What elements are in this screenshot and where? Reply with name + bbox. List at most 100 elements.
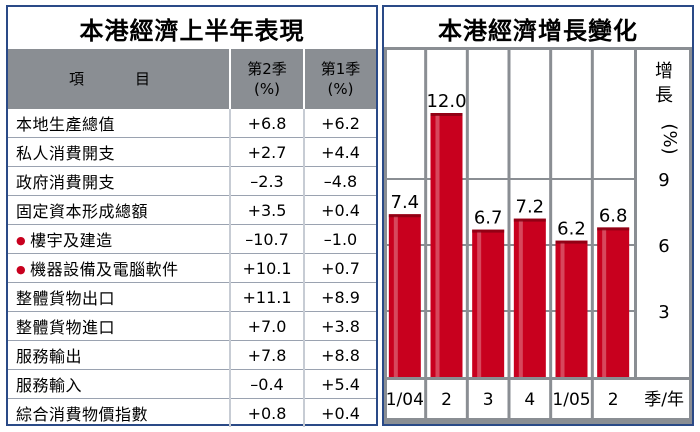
row-value-q2: +2.7	[230, 137, 305, 167]
bar	[555, 240, 588, 377]
x-tick-label: 3	[483, 390, 494, 410]
bar-highlight	[393, 216, 398, 377]
header-item: 項 目	[8, 49, 231, 109]
row-label-text: 整體貨物出口	[16, 289, 116, 308]
row-label: 整體貨物進口	[8, 311, 231, 341]
bar	[472, 229, 505, 377]
x-tick-label: 1/04	[386, 390, 424, 410]
row-label: ● 機器設備及電腦軟件	[8, 253, 231, 283]
row-value-q2: +7.0	[230, 311, 305, 341]
growth-chart-panel: 本港經濟增長變化 3 6 9 7.4 1/04 12.0 2 6.7 3 7.2 4 6.2 1/05 6…	[382, 5, 694, 426]
table-row: 服務輸出 +7.8 +8.8	[8, 340, 376, 370]
data-label: 12.0	[426, 91, 466, 112]
bar-highlight	[602, 229, 607, 377]
bar-top-edge	[597, 227, 630, 231]
row-value-q2: –2.3	[230, 166, 305, 196]
row-value-q2: +3.5	[230, 195, 305, 225]
header-q2: 第2季 (%)	[230, 49, 305, 109]
row-value-q2: +10.1	[230, 253, 305, 283]
bar	[430, 113, 463, 377]
row-value-q1: +0.7	[304, 253, 376, 283]
y-tick-label: 9	[658, 170, 669, 191]
table-title: 本港經濟上半年表現	[8, 7, 376, 49]
bar-highlight	[518, 220, 523, 377]
table-row: 整體貨物進口 +7.0 +3.8	[8, 311, 376, 341]
row-value-q2: –10.7	[230, 224, 305, 254]
row-label-text: 整體貨物進口	[16, 318, 116, 337]
bar	[388, 214, 421, 377]
chart-title: 本港經濟增長變化	[438, 16, 638, 45]
table-row: 本地生產總值 +6.8 +6.2	[8, 109, 376, 138]
bar-top-edge	[472, 229, 505, 233]
table-row: 整體貨物出口 +11.1 +8.9	[8, 282, 376, 312]
bar	[597, 227, 630, 377]
data-label: 7.4	[391, 192, 420, 213]
y-axis-label-unit: (%)	[659, 123, 680, 154]
x-axis-label: 季/年	[644, 390, 684, 410]
table-header-row: 項 目 第2季 (%) 第1季 (%)	[8, 49, 376, 109]
data-label: 6.7	[474, 208, 503, 229]
row-label-text: 私人消費開支	[16, 144, 116, 163]
row-value-q1: +0.4	[304, 195, 376, 225]
row-label: 服務輸出	[8, 340, 231, 370]
row-value-q1: +0.4	[321, 403, 360, 423]
row-label-text: 政府消費開支	[16, 173, 116, 192]
bar-highlight	[560, 242, 565, 377]
row-value-q2: +6.8	[230, 109, 305, 138]
row-value-q1: +5.4	[304, 369, 376, 399]
y-tick-label: 6	[658, 236, 669, 257]
y-tick-label: 3	[658, 302, 669, 323]
data-label: 6.2	[557, 219, 586, 240]
row-label-text: 固定資本形成總額	[16, 202, 149, 221]
row-value-q2: +7.8	[230, 340, 305, 370]
table-body: 本地生產總值 +6.8 +6.2 私人消費開支 +2.7 +4.4 政府消費開支 –2.3 –4…	[8, 109, 376, 427]
row-value-q1: –4.8	[304, 166, 376, 196]
table-row: 固定資本形成總額 +3.5 +0.4	[8, 195, 376, 225]
bar-top-edge	[430, 113, 463, 116]
row-label: 服務輸入	[8, 369, 231, 399]
row-value-q2: –0.4	[230, 369, 305, 399]
bar-highlight	[477, 231, 482, 377]
data-label: 6.8	[599, 205, 628, 226]
row-value-q1: +8.9	[304, 282, 376, 312]
table-row: ● 機器設備及電腦軟件 +10.1 +0.7	[8, 253, 376, 283]
table-row: 綜合消費物價指數 +0.8 +0.4	[8, 398, 376, 427]
x-tick-label: 2	[608, 390, 619, 410]
y-axis-label-char: 長	[655, 85, 673, 106]
x-axis-strip	[387, 380, 689, 418]
x-tick-label: 2	[441, 390, 452, 410]
row-label: 綜合消費物價指數	[8, 398, 231, 427]
bar-top-edge	[555, 240, 588, 244]
table-row: 私人消費開支 +2.7 +4.4	[8, 137, 376, 167]
row-label: 本地生產總值	[8, 109, 231, 138]
bar-top-edge	[513, 218, 546, 222]
row-value-q1: +8.8	[304, 340, 376, 370]
economy-table: 項 目 第2季 (%) 第1季 (%) 本地生產總值 +6.8 +6.2 私人消費開支…	[8, 49, 376, 427]
row-label-text: 服務輸出	[16, 347, 83, 366]
bullet-icon: ●	[16, 234, 27, 247]
header-q2-text: 第2季 (%)	[247, 60, 287, 98]
bar-top-edge	[388, 214, 421, 218]
row-label: ● 樓宇及建造	[8, 224, 231, 254]
row-label-text: 本地生產總值	[16, 115, 116, 134]
y-axis-label-char: 增	[655, 61, 673, 82]
row-value-q1: +4.4	[304, 137, 376, 167]
row-value-q2: +0.8	[230, 398, 305, 427]
x-tick-label: 4	[524, 390, 535, 410]
row-label-text: 樓宇及建造	[30, 231, 113, 250]
row-label-text: 服務輸入	[16, 376, 83, 395]
x-tick-label: 1/05	[552, 390, 590, 410]
bullet-icon: ●	[16, 263, 27, 276]
row-value-q1: +6.2	[304, 109, 376, 138]
row-label: 整體貨物出口	[8, 282, 231, 312]
row-label: 政府消費開支	[8, 166, 231, 196]
table-row: ● 樓宇及建造 –10.7 –1.0	[8, 224, 376, 254]
row-label: 私人消費開支	[8, 137, 231, 167]
economy-table-panel: 本港經濟上半年表現 項 目 第2季 (%) 第1季 (%) 本地生產總值 +6.8…	[6, 5, 378, 427]
table-row: 政府消費開支 –2.3 –4.8	[8, 166, 376, 196]
row-label: 固定資本形成總額	[8, 195, 231, 225]
row-value-q1: +3.8	[304, 311, 376, 341]
table-row: 服務輸入 –0.4 +5.4	[8, 369, 376, 399]
row-value-q2: +11.1	[230, 282, 305, 312]
